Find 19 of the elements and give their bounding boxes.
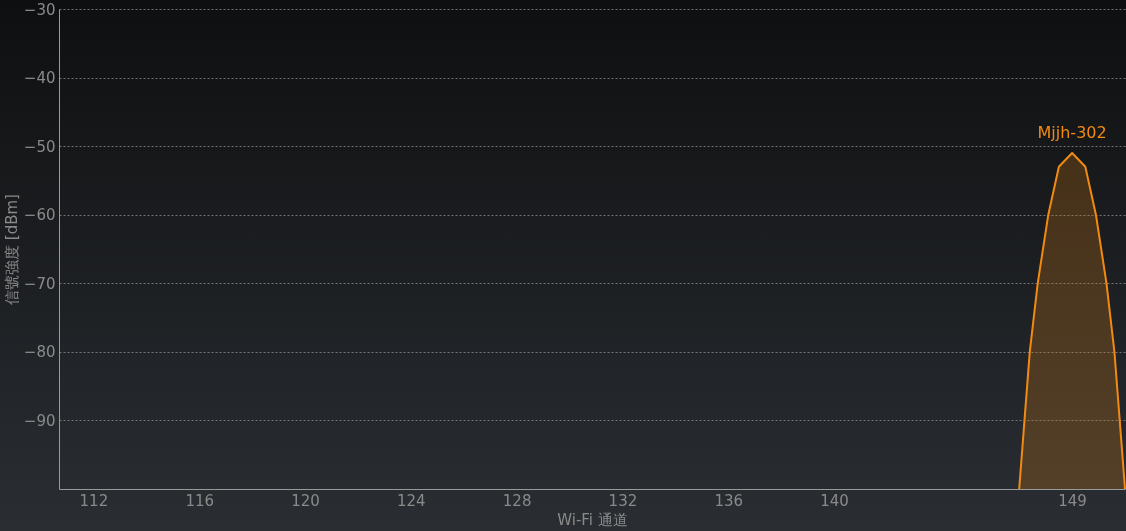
y-tick-label: −60: [23, 206, 56, 225]
x-tick-label: 120: [291, 491, 320, 510]
y-tick-label: −70: [23, 274, 56, 293]
x-tick-label: 140: [820, 491, 849, 510]
y-tick-label: −90: [23, 411, 56, 430]
x-tick-label: 124: [396, 491, 426, 510]
y-tick-label: −30: [23, 0, 56, 19]
y-tick-label: −80: [23, 343, 56, 362]
x-tick-label: 132: [608, 491, 638, 510]
series-label: Mjjh-302: [1037, 123, 1107, 142]
y-tick-label: −40: [23, 69, 56, 88]
x-tick-label: 116: [185, 491, 215, 510]
x-tick-label: 112: [79, 491, 109, 510]
x-tick-label: 136: [714, 491, 744, 510]
y-axis-title: 信號強度 [dBm]: [2, 194, 21, 305]
x-tick-label: 149: [1058, 491, 1087, 510]
x-tick-label: 128: [502, 491, 532, 510]
y-tick-label: −50: [23, 137, 56, 156]
x-axis-title: Wi-Fi 通道: [557, 510, 628, 529]
